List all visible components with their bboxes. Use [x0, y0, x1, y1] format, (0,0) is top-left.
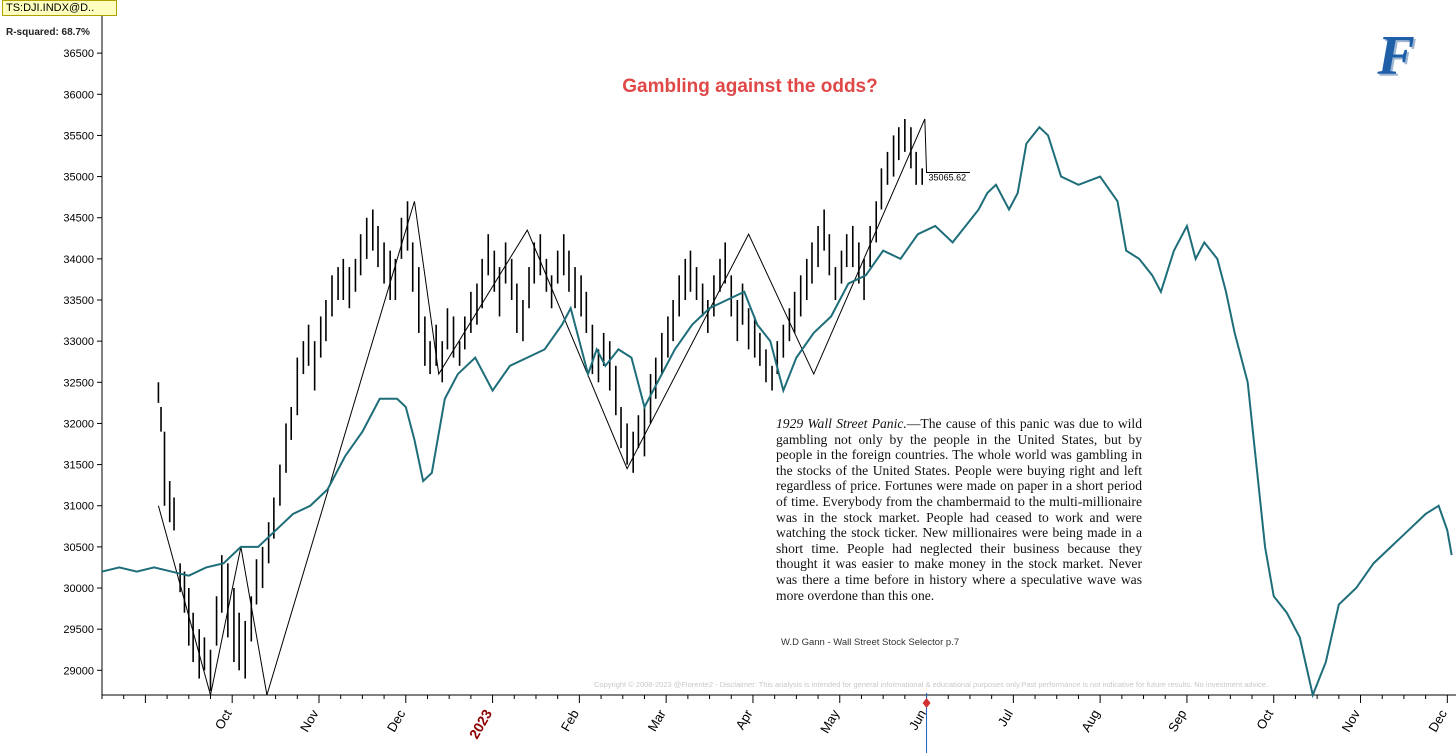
logo-letter: F: [1376, 26, 1414, 87]
x-tick-label: Apr: [732, 706, 755, 732]
y-tick-label: 36500: [63, 48, 94, 60]
overlay-line: [101, 125, 1453, 699]
y-tick-label: 32000: [63, 418, 94, 430]
y-tick-label: 33500: [63, 295, 94, 307]
price-label: 35065.62: [929, 172, 967, 182]
x-tick-label: Oct: [1253, 707, 1276, 732]
logo-icon: F F: [1376, 26, 1416, 89]
x-tick-label: Mar: [645, 706, 670, 733]
y-tick-label: 29500: [63, 624, 94, 636]
x-tick-label: Dec: [1425, 707, 1450, 735]
y-tick-label: 30500: [63, 542, 94, 554]
symbol-label[interactable]: TS:DJI.INDX@D..: [2, 0, 117, 16]
trend-lines: [157, 118, 970, 696]
r-squared-label: R-squared: 68.7%: [6, 27, 90, 38]
y-tick-label: 29000: [63, 665, 94, 677]
year-tick-label: 2023: [466, 706, 496, 741]
quote-attribution: W.D Gann - Wall Street Stock Selector p.…: [781, 637, 960, 648]
y-tick-label: 35500: [63, 130, 94, 142]
y-tick-label: 32500: [63, 377, 94, 389]
x-tick-label: Dec: [384, 707, 409, 735]
axes: [97, 0, 1456, 753]
chart-title: Gambling against the odds?: [622, 76, 878, 97]
quote-lead: 1929 Wall Street Panic.: [776, 416, 907, 431]
y-tick-label: 30000: [63, 583, 94, 595]
disclaimer: Copyright © 2008-2023 @Fiorente2 - Discl…: [594, 680, 1269, 689]
x-tick-label: Nov: [1339, 707, 1364, 735]
y-tick-label: 31500: [63, 460, 94, 472]
quote-text: —The cause of this panic was due to wild…: [776, 416, 1142, 603]
gann-quote: 1929 Wall Street Panic.—The cause of thi…: [776, 416, 1142, 603]
x-tick-label: Jul: [995, 707, 1016, 729]
date-marker-icon: [922, 698, 931, 708]
y-tick-label: 33000: [63, 336, 94, 348]
price-bars: [157, 118, 924, 691]
x-tick-label: Oct: [212, 707, 235, 732]
y-tick-label: 36000: [63, 89, 94, 101]
y-tick-label: 34000: [63, 254, 94, 266]
overlay-series: [101, 125, 1453, 699]
trend-line: [157, 118, 970, 696]
x-tick-label: Feb: [558, 707, 582, 734]
x-tick-label: Aug: [1078, 707, 1103, 735]
y-tick-label: 34500: [63, 213, 94, 225]
x-tick-label: Nov: [297, 707, 322, 735]
y-tick-label: 35000: [63, 172, 94, 184]
x-tick-label: May: [817, 707, 843, 736]
y-tick-label: 31000: [63, 501, 94, 513]
svg-text:F: F: [1378, 27, 1416, 89]
axis-labels: 29000 29500 30000 30500 31000 31500 32000 32500…: [63, 7, 1450, 741]
x-tick-label: Sep: [1165, 707, 1190, 735]
x-tick-label: Jun: [906, 707, 929, 733]
